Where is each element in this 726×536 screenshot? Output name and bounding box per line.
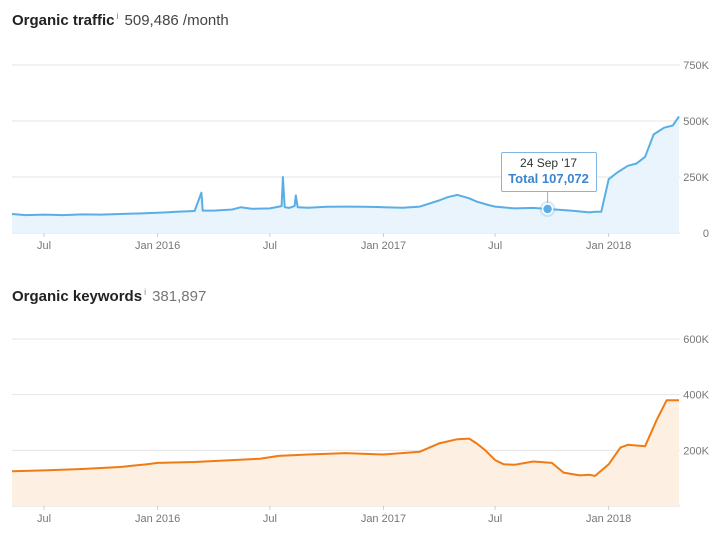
y-tick-label: 750K bbox=[683, 60, 709, 72]
organic-keywords-value: 381,897 bbox=[152, 288, 207, 305]
x-tick-label: Jul bbox=[488, 240, 502, 252]
info-icon[interactable]: i bbox=[144, 287, 147, 297]
x-tick-label: Jul bbox=[488, 513, 502, 525]
x-tick-label: Jan 2017 bbox=[361, 513, 406, 525]
y-tick-label: 250K bbox=[683, 172, 709, 184]
organic-keywords-chart[interactable]: Jul Jan 2016 Jul Jan 2017 Jul Jan 2018 200K 400… bbox=[0, 325, 726, 535]
y-tick-label: 0 bbox=[703, 228, 709, 240]
tooltip-total: Total 107,072 bbox=[508, 171, 589, 186]
tooltip-date: 24 Sep '17 bbox=[520, 156, 578, 170]
hover-marker bbox=[541, 203, 554, 215]
series-area bbox=[12, 116, 679, 233]
x-tick-label: Jul bbox=[37, 240, 51, 252]
y-tick-label: 500K bbox=[683, 116, 709, 128]
x-tick-label: Jul bbox=[263, 240, 277, 252]
series-line bbox=[11, 115, 680, 217]
x-tick-label: Jan 2016 bbox=[135, 513, 180, 525]
x-tick-label: Jul bbox=[37, 513, 51, 525]
x-tick-label: Jan 2018 bbox=[586, 513, 631, 525]
y-tick-label: 400K bbox=[683, 390, 709, 402]
series-line bbox=[11, 399, 679, 477]
y-tick-label: 200K bbox=[683, 445, 709, 457]
organic-keywords-header: Organic keywords i 381,897 bbox=[12, 282, 206, 307]
traffic-tooltip: 24 Sep '17 Total 107,072 bbox=[500, 152, 597, 192]
y-tick-label: 600K bbox=[683, 334, 709, 346]
x-tick-label: Jan 2018 bbox=[586, 240, 631, 252]
x-tick-label: Jan 2017 bbox=[361, 240, 406, 252]
x-tick-label: Jan 2016 bbox=[135, 240, 180, 252]
organic-traffic-title: Organic traffic bbox=[12, 12, 115, 29]
organic-traffic-value: 509,486 /month bbox=[124, 12, 229, 29]
series-area bbox=[12, 400, 679, 506]
organic-traffic-chart[interactable]: Jul Jan 2016 Jul Jan 2017 Jul Jan 2018 0 250K 50… bbox=[0, 45, 726, 255]
organic-keywords-title: Organic keywords bbox=[12, 288, 143, 305]
x-tick-label: Jul bbox=[263, 513, 277, 525]
info-icon[interactable]: i bbox=[116, 11, 119, 21]
organic-traffic-header: Organic traffic i 509,486 /month bbox=[12, 6, 229, 31]
